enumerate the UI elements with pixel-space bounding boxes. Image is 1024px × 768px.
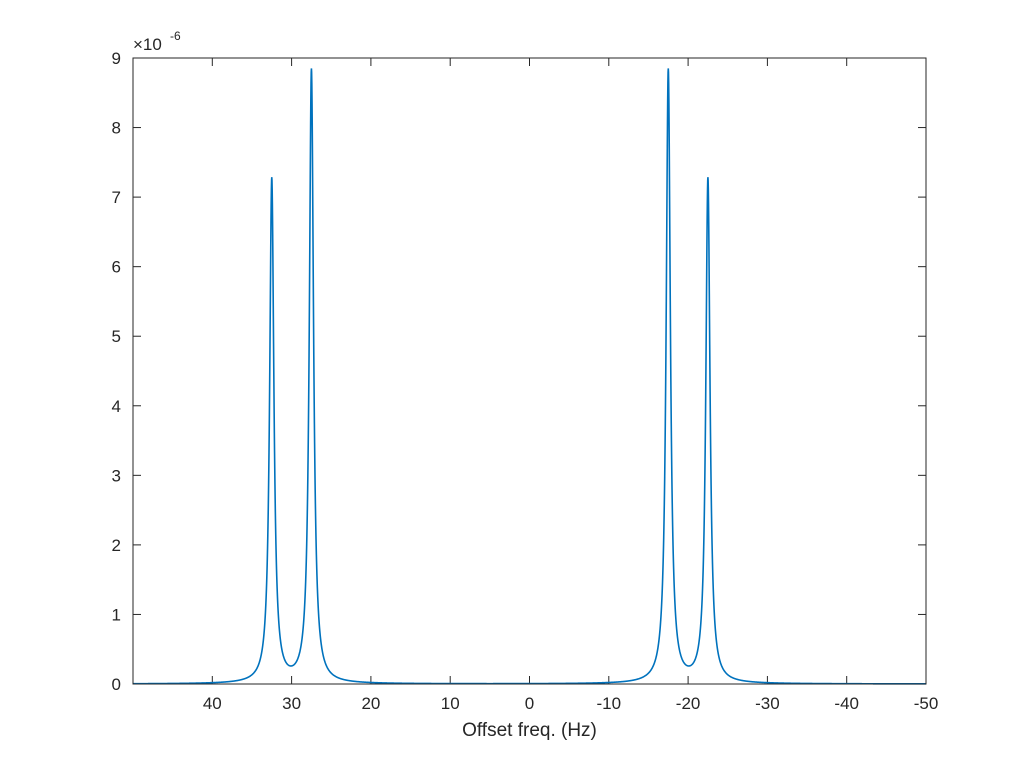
y-tick-labels: 0 1 2 3 4 5 6 7 8 9 <box>112 49 121 694</box>
spectrum-series-line <box>133 68 926 685</box>
x-tick-label: 0 <box>525 694 534 713</box>
axis-ticks <box>133 57 927 685</box>
x-tick-label: 40 <box>203 694 222 713</box>
y-tick-label: 6 <box>112 258 121 277</box>
x-tick-label: -10 <box>597 694 622 713</box>
x-axis-label: Offset freq. (Hz) <box>462 720 597 741</box>
plot-area-frame <box>132 57 927 685</box>
y-tick-label: 9 <box>112 49 121 68</box>
y-tick-label: 0 <box>112 675 121 694</box>
y-tick-label: 2 <box>112 536 121 555</box>
x-tick-label: 20 <box>361 694 380 713</box>
x-tick-labels: 40 30 20 10 0 -10 -20 -30 -40 -50 <box>203 694 938 713</box>
y-tick-label: 5 <box>112 327 121 346</box>
y-tick-label: 4 <box>112 397 121 416</box>
y-axis-scale-exponent: -6 <box>170 29 181 43</box>
x-tick-label: -50 <box>914 694 939 713</box>
x-tick-label: 30 <box>282 694 301 713</box>
x-tick-label: -20 <box>676 694 701 713</box>
y-tick-label: 7 <box>112 188 121 207</box>
x-tick-label: -30 <box>755 694 780 713</box>
y-axis-scale-multiplier: ×10 <box>133 35 162 54</box>
y-tick-label: 8 <box>112 119 121 138</box>
x-tick-label: -40 <box>834 694 859 713</box>
x-tick-label: 10 <box>441 694 460 713</box>
y-tick-label: 1 <box>112 605 121 624</box>
y-tick-label: 3 <box>112 466 121 485</box>
